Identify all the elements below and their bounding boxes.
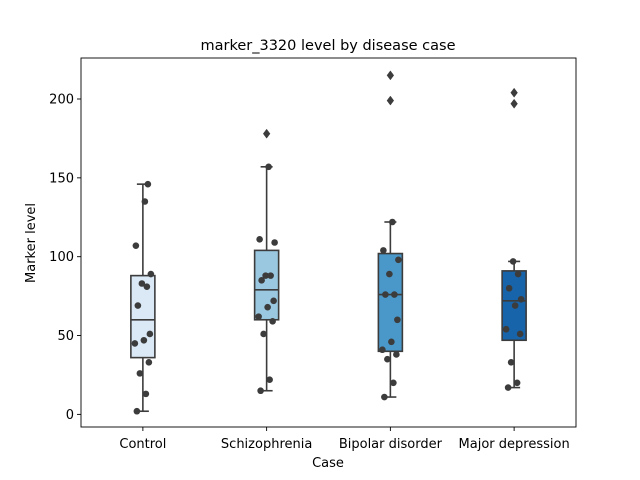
outlier-point [510,98,518,109]
data-point [136,370,144,377]
data-point [514,270,522,278]
outlier-point [510,87,518,98]
data-point [134,302,142,309]
x-tick-label: Schizophrenia [221,437,312,452]
y-tick-label: 100 [49,250,74,265]
data-point [380,247,387,254]
data-point [384,355,391,363]
x-tick-label: Major depression [459,437,570,452]
data-point [394,316,401,324]
y-axis-label: Marker level [24,203,39,283]
box-iqr [377,252,404,353]
data-point [517,295,525,303]
x-tick-label: Bipolar disorder [339,437,443,452]
outlier-point [386,70,395,81]
data-point [381,393,388,401]
data-point [379,346,386,354]
data-point [258,277,265,284]
data-point [144,180,152,188]
data-point [264,303,271,311]
data-point [131,340,139,347]
data-point [386,270,393,278]
y-tick-label: 200 [49,93,74,108]
box-layer [130,70,527,413]
x-tick-label: Control [119,437,166,452]
data-point [132,242,140,249]
box-iqr [253,249,280,321]
data-point [388,338,395,346]
data-point [143,283,151,290]
data-point [260,330,267,338]
data-point [265,163,272,171]
plot-frame-layer [80,57,577,428]
data-point [256,236,263,243]
y-tick-label: 150 [49,171,74,186]
data-point [141,198,149,205]
data-point [269,318,276,325]
data-point [138,280,146,287]
data-point [257,387,264,395]
data-point [266,376,273,383]
data-point [504,384,512,391]
outlier-point [262,128,271,139]
data-point [142,390,150,398]
data-point [509,258,517,265]
data-point [262,272,269,279]
data-point [147,270,155,278]
x-axis-label: Case [312,456,344,471]
y-tick-label: 0 [66,408,74,423]
data-point [133,407,141,415]
data-point [391,291,398,298]
data-point [271,239,278,246]
data-point [511,302,519,309]
y-tick-label: 50 [57,329,74,344]
data-point [516,330,524,338]
data-point [382,291,389,298]
data-point [390,379,397,387]
outlier-point [386,95,395,106]
data-point [270,297,277,305]
axis-layer: 0 50 100 150 200 Control Schizophrenia Bipolar … [49,93,570,453]
data-point [502,325,510,333]
data-point [395,256,402,264]
data-point [267,272,274,279]
data-point [507,359,515,366]
plot-area-frame [80,57,577,428]
data-point [389,218,396,226]
chart-title: marker_3320 level by disease case [201,38,456,54]
data-point [145,359,153,366]
point-layer [131,163,525,415]
data-point [255,313,262,320]
data-point [513,379,521,387]
data-point [393,351,400,358]
data-point [505,284,513,292]
data-point [146,330,154,338]
data-point [140,336,148,344]
